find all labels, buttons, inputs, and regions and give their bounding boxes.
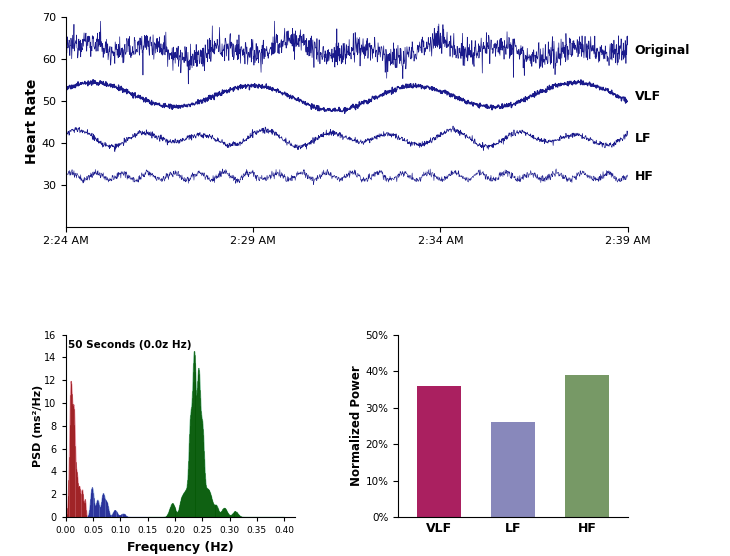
Y-axis label: Heart Rate: Heart Rate [25, 79, 39, 165]
Y-axis label: PSD (ms²/Hz): PSD (ms²/Hz) [33, 385, 43, 467]
Y-axis label: Normalized Power: Normalized Power [350, 365, 363, 486]
X-axis label: Frequency (Hz): Frequency (Hz) [127, 540, 234, 554]
Text: VLF: VLF [635, 90, 661, 103]
Bar [491, 422, 535, 517]
Bar [565, 375, 610, 517]
Text: LF: LF [635, 132, 651, 145]
Text: Original: Original [635, 44, 690, 57]
Text: HF: HF [635, 170, 653, 183]
Bar [417, 386, 461, 517]
Text: 50 Seconds (0.0z Hz): 50 Seconds (0.0z Hz) [69, 340, 192, 350]
